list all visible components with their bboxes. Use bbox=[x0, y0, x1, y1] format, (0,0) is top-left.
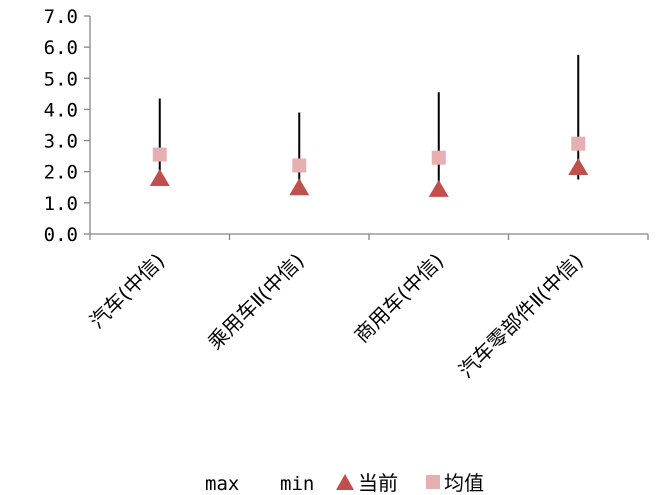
y-tick-label: 6.0 bbox=[44, 37, 78, 59]
y-tick-label: 4.0 bbox=[44, 99, 78, 121]
y-tick-label: 1.0 bbox=[44, 193, 78, 215]
y-tick-label: 5.0 bbox=[44, 68, 78, 90]
chart-marks bbox=[149, 54, 589, 197]
current-marker bbox=[568, 158, 589, 176]
legend-marker-mean bbox=[426, 475, 440, 489]
legend-label-max: max bbox=[205, 473, 239, 495]
category-label: 商用车(中信) bbox=[350, 249, 449, 348]
mean-marker bbox=[571, 136, 586, 151]
category-label: 汽车(中信) bbox=[85, 249, 170, 334]
y-tick-label: 3.0 bbox=[44, 131, 78, 153]
legend-marker-current bbox=[336, 474, 354, 490]
category-label: 乘用车Ⅱ(中信) bbox=[203, 249, 309, 355]
current-marker bbox=[149, 168, 170, 186]
mean-marker bbox=[431, 150, 446, 165]
category-label: 汽车零部件Ⅱ(中信) bbox=[454, 249, 588, 383]
legend: max min 当前 均值 bbox=[205, 471, 484, 495]
legend-label-min: min bbox=[280, 473, 314, 495]
category-labels: 汽车(中信) 乘用车Ⅱ(中信) 商用车(中信) 汽车零部件Ⅱ(中信) bbox=[85, 249, 588, 383]
y-tick-label: 7.0 bbox=[44, 6, 78, 28]
mean-marker bbox=[292, 158, 307, 173]
legend-label-mean: 均值 bbox=[444, 471, 484, 495]
y-tick-label: 2.0 bbox=[44, 162, 78, 184]
mean-marker bbox=[152, 147, 167, 162]
y-tick-label: 0.0 bbox=[44, 224, 78, 246]
axes: 0.0 1.0 2.0 3.0 4.0 5.0 6.0 7.0 bbox=[44, 6, 649, 246]
current-marker bbox=[428, 179, 449, 197]
current-marker bbox=[289, 178, 310, 196]
legend-label-current: 当前 bbox=[358, 471, 398, 495]
